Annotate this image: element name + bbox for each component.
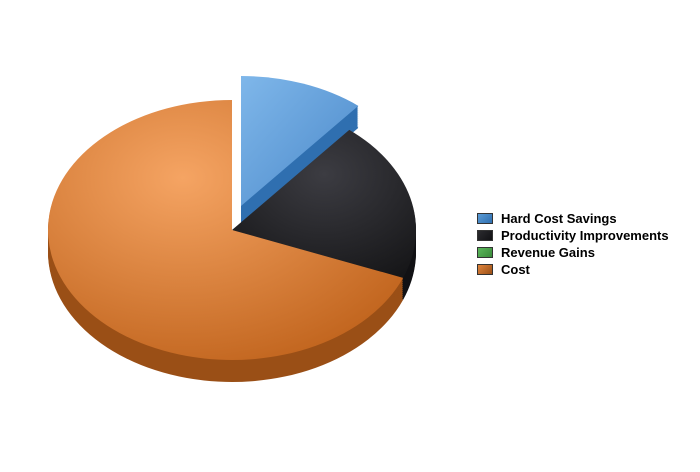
legend-item-hard-cost-savings: Hard Cost Savings xyxy=(477,210,669,227)
legend: Hard Cost Savings Productivity Improveme… xyxy=(477,210,669,278)
legend-swatch-revenue-gains xyxy=(477,247,493,258)
legend-label-cost: Cost xyxy=(501,262,530,277)
legend-label-revenue-gains: Revenue Gains xyxy=(501,245,595,260)
legend-label-hard-cost-savings: Hard Cost Savings xyxy=(501,211,617,226)
pie-slice-productivity-improvements xyxy=(232,129,417,278)
legend-item-productivity-improvements: Productivity Improvements xyxy=(477,227,669,244)
legend-swatch-hard-cost-savings xyxy=(477,213,493,224)
legend-swatch-cost xyxy=(477,264,493,275)
legend-item-revenue-gains: Revenue Gains xyxy=(477,244,669,261)
pie-layer xyxy=(48,76,417,382)
pie-slice-hard-cost-savings xyxy=(241,76,359,206)
legend-label-productivity-improvements: Productivity Improvements xyxy=(501,228,669,243)
legend-swatch-productivity-improvements xyxy=(477,230,493,241)
legend-item-cost: Cost xyxy=(477,261,669,278)
pie-slice-cost xyxy=(48,100,404,360)
